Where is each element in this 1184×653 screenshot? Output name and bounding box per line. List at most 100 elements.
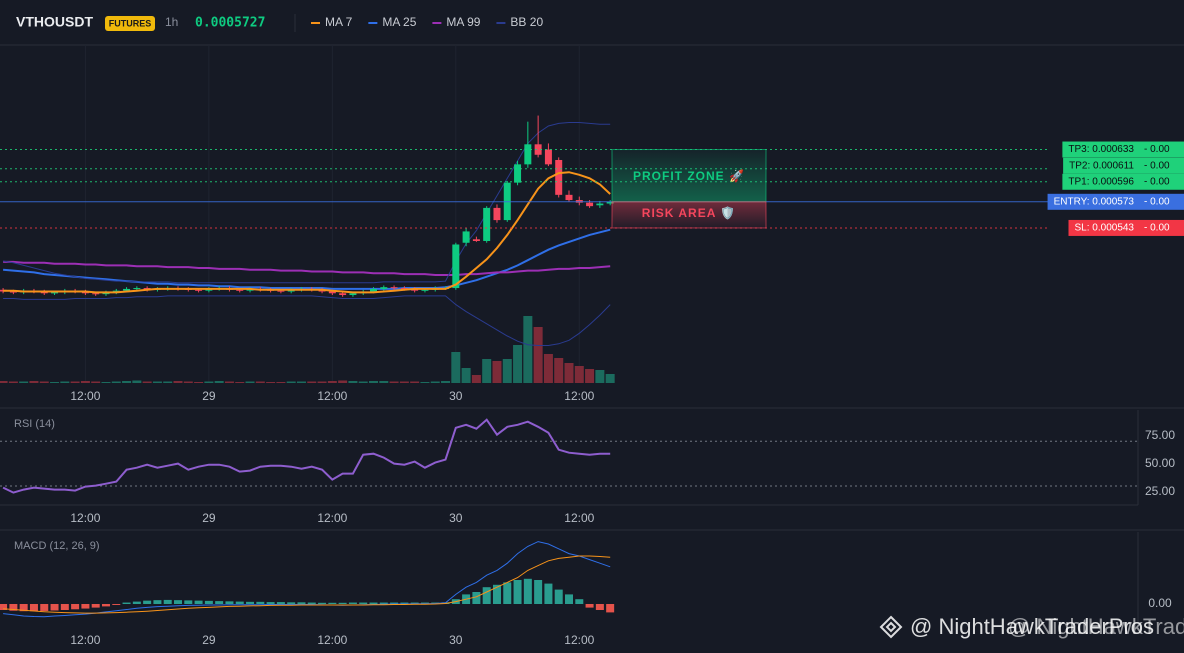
macd-histogram-bar xyxy=(523,578,532,604)
volume-bar xyxy=(461,368,471,383)
macd-histogram-bar xyxy=(348,602,357,604)
macd-histogram-bar xyxy=(390,602,399,604)
volume-bar xyxy=(214,381,224,383)
volume-bar xyxy=(194,382,204,383)
macd-histogram-bar xyxy=(40,604,49,611)
candle-body xyxy=(195,289,203,291)
moving-average xyxy=(3,171,611,294)
candle-body xyxy=(92,293,100,295)
volume-bar xyxy=(29,381,39,383)
interval: 1h xyxy=(165,15,178,29)
volume-bar xyxy=(513,345,523,383)
candle-body xyxy=(493,207,501,221)
macd-histogram-bar xyxy=(71,604,80,610)
macd-histogram-bar xyxy=(50,604,59,611)
watermark-echo: @ NightHawkTraderPros xyxy=(1008,614,1184,639)
candle-body xyxy=(596,203,604,206)
moving-average xyxy=(3,228,611,290)
macd-line xyxy=(3,541,611,618)
x-tick-label: 12:00 xyxy=(317,633,347,647)
volume-bar xyxy=(348,381,358,383)
volume-bar xyxy=(122,381,132,383)
macd-histogram-bar xyxy=(153,600,162,604)
volume-bar xyxy=(554,358,564,383)
volume-bar xyxy=(471,375,481,383)
level-label: TP3: 0.000633 xyxy=(1068,144,1134,155)
level-tag-bg xyxy=(1068,219,1184,236)
level-tag: TP3: 0.000633 - 0.00 xyxy=(1062,141,1184,158)
candle-body xyxy=(452,244,460,289)
volume-bar xyxy=(399,381,409,383)
level-tag-bg xyxy=(1047,193,1184,210)
volume-bar xyxy=(441,381,451,383)
x-tick-label: 12:00 xyxy=(70,511,100,525)
macd-histogram-bar xyxy=(492,584,501,604)
signal-line xyxy=(3,555,611,614)
candle-body xyxy=(586,202,594,207)
logo-diamond xyxy=(879,615,903,639)
legend-label: MA 99 xyxy=(446,15,480,29)
zone xyxy=(611,149,767,203)
volume-bar xyxy=(338,380,348,383)
volume-bar xyxy=(235,382,245,383)
x-tick-label: 12:00 xyxy=(70,389,100,403)
level-label: SL: 0.000543 xyxy=(1075,223,1135,234)
y-tick-label: 25.00 xyxy=(1145,484,1175,498)
candle-body xyxy=(390,287,398,289)
volume-bar xyxy=(142,381,152,383)
volume-bar xyxy=(296,381,306,383)
macd-histogram-bar xyxy=(132,601,141,604)
y-tick-label: 0.00 xyxy=(1148,596,1172,610)
volume-bar xyxy=(420,382,430,383)
macd-histogram-bar xyxy=(544,583,553,604)
macd-histogram-bar xyxy=(503,582,512,604)
macd-histogram-bar xyxy=(194,600,203,604)
macd-histogram-bar xyxy=(318,602,327,604)
zone-label: RISK AREA 🛡️ xyxy=(642,206,736,220)
legend-label: MA 25 xyxy=(382,15,416,29)
macd-histogram-bar xyxy=(307,602,316,604)
macd-histogram-bar xyxy=(276,602,285,604)
last-price: 0.0005727 xyxy=(195,16,265,31)
candle-body xyxy=(349,293,357,296)
watermark-logo xyxy=(879,615,903,639)
macd-histogram-bar xyxy=(246,601,255,604)
macd-histogram-bar xyxy=(235,601,244,604)
legend-label: BB 20 xyxy=(510,15,543,29)
level-label: ENTRY: 0.000573 xyxy=(1054,196,1135,207)
macd-histogram-bar xyxy=(29,604,38,612)
zone-label: PROFIT ZONE 🚀 xyxy=(633,169,745,183)
macd-histogram-bar xyxy=(400,602,409,604)
legend-label: MA 7 xyxy=(325,15,353,29)
candle-body xyxy=(524,144,532,165)
macd-histogram-bar xyxy=(163,599,172,604)
x-tick-label: 12:00 xyxy=(317,389,347,403)
level-pnl: - 0.00 xyxy=(1144,144,1170,155)
macd-histogram-bar xyxy=(266,602,275,604)
candle-body xyxy=(534,144,542,155)
volume-bar xyxy=(8,381,18,383)
level-tag-bg xyxy=(1062,141,1184,158)
macd-histogram-bar xyxy=(174,600,183,604)
candle-body xyxy=(514,164,522,183)
volume-bar xyxy=(605,374,615,383)
candle-body xyxy=(555,159,563,195)
y-tick-label: 75.00 xyxy=(1145,428,1175,442)
volume-bar xyxy=(132,380,142,383)
x-tick-label: 12:00 xyxy=(564,389,594,403)
volume-bar xyxy=(379,381,389,383)
level-label: TP2: 0.000611 xyxy=(1069,160,1134,171)
candle-body xyxy=(236,289,244,291)
level-label: TP1: 0.000596 xyxy=(1068,176,1134,187)
volume-bar xyxy=(101,382,111,383)
macd-histogram-bar xyxy=(359,602,368,604)
volume-bar xyxy=(430,381,440,383)
macd-histogram-bar xyxy=(534,580,543,604)
volume-bar xyxy=(255,381,265,383)
volume-bar xyxy=(574,366,584,383)
x-tick-label: 12:00 xyxy=(564,511,594,525)
macd-histogram-bar xyxy=(122,602,131,604)
candle-body xyxy=(51,292,59,294)
level-tag-bg xyxy=(1062,173,1184,190)
